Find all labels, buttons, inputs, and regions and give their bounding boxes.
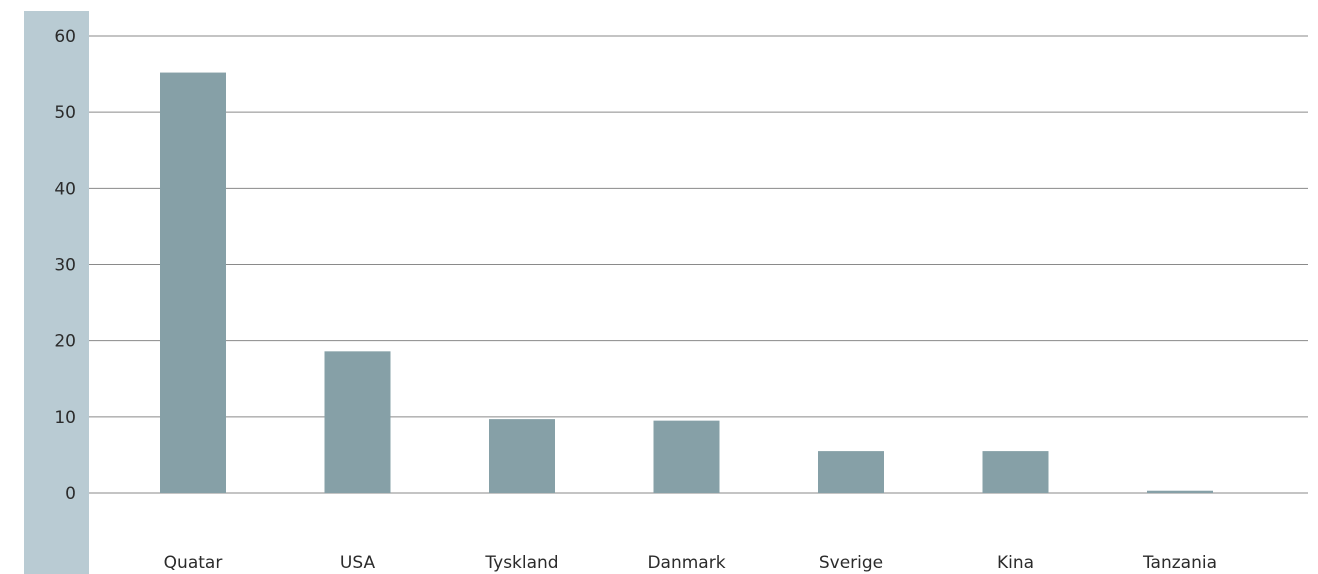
x-category-label: USA: [340, 553, 376, 573]
bar-sverige: [818, 451, 884, 493]
x-category-label: Tanzania: [1142, 553, 1217, 573]
bar-quatar: [160, 72, 226, 493]
gridlines: [89, 35, 1308, 494]
y-tick-label: 30: [54, 256, 76, 276]
y-tick-label: 60: [54, 27, 76, 47]
y-tick-label: 50: [54, 103, 76, 123]
y-tick-label: 10: [54, 408, 76, 428]
y-tick-label: 0: [65, 484, 76, 504]
x-category-label: Kina: [997, 553, 1034, 573]
bars: [160, 72, 1213, 493]
x-axis-labels: Quatar USA Tyskland Danmark Sverige Kina Tanza…: [164, 553, 1217, 573]
x-category-label: Tyskland: [484, 553, 558, 573]
y-tick-label: 20: [54, 332, 76, 352]
y-tick-label: 40: [54, 179, 76, 199]
bar-kina: [982, 451, 1049, 493]
bar-tyskland: [489, 419, 555, 493]
x-category-label: Danmark: [647, 553, 725, 573]
bar-usa: [324, 351, 391, 493]
y-axis-ticks: 0 10 20 30 40 50 60: [54, 27, 76, 504]
bar-danmark: [653, 420, 720, 493]
x-category-label: Quatar: [164, 553, 223, 573]
bar-tanzania: [1147, 490, 1213, 493]
y-axis-band: [24, 11, 89, 574]
x-category-label: Sverige: [819, 553, 883, 573]
